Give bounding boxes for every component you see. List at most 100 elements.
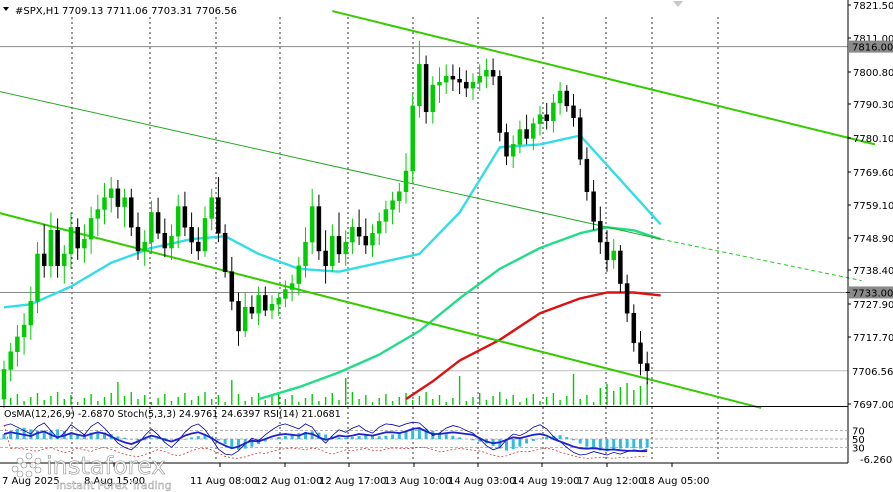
candle-bear	[115, 188, 121, 207]
price-tick-label: 7800.80	[853, 68, 893, 79]
candle-bear	[323, 250, 328, 267]
price-tick-label: 7780.10	[853, 134, 893, 145]
candle-bull	[256, 295, 261, 314]
candle-bull	[102, 197, 107, 210]
candle-bear	[638, 342, 643, 364]
candle-bear	[135, 227, 141, 252]
candle-bear	[464, 81, 469, 89]
candle-bull	[169, 235, 174, 249]
candle-bear	[604, 241, 610, 261]
candle-bull	[551, 102, 556, 121]
candle-bull	[289, 283, 295, 290]
candle-bear	[222, 232, 228, 272]
candle-bull	[149, 212, 154, 243]
instaforex-watermark: instaforex Instant Forex Trading	[11, 452, 172, 492]
candle-bull	[397, 191, 402, 201]
channel-line	[0, 91, 661, 240]
candle-bear	[577, 117, 583, 160]
candle-bear	[524, 129, 529, 139]
dropdown-arrow-icon[interactable]	[3, 7, 9, 11]
chart-grid	[71, 17, 719, 462]
candle-bull	[48, 230, 54, 267]
candle-bear	[544, 114, 549, 121]
candle-bull	[376, 221, 382, 234]
trend-channel-lines	[0, 10, 876, 409]
indicator-legend: OsMA(12,26,9) -2.6870 Stoch(5,3,3) 24.97…	[4, 409, 341, 420]
candle-bear	[162, 232, 168, 249]
candle-bear	[263, 295, 268, 311]
candle-bear	[598, 221, 603, 243]
price-tick-label: 7790.30	[853, 100, 893, 111]
price-tick-label: 7727.90	[853, 300, 893, 311]
candle-bear	[236, 301, 241, 332]
horizontal-levels	[0, 46, 848, 372]
candle-bull	[531, 123, 536, 139]
candle-bull	[122, 197, 127, 207]
candle-bull	[142, 241, 147, 252]
candle-bear	[216, 197, 221, 234]
candle-bull	[62, 253, 67, 267]
chart-shift-marker-icon[interactable]	[673, 1, 683, 7]
symbol-label: #SPX,H1	[15, 6, 60, 17]
price-tick-label: 7697.00	[853, 400, 893, 411]
candle-bear	[155, 212, 161, 234]
indicator-tick-label: 70	[852, 427, 865, 438]
candle-bear	[336, 235, 342, 255]
candle-bear	[196, 241, 201, 252]
current-price-label: 7706.56	[852, 367, 893, 378]
time-tick-label: 17 Aug 12:00	[577, 476, 644, 487]
indicator-pane	[0, 421, 848, 459]
price-tick-label: 7811.00	[853, 34, 893, 45]
channel-line	[332, 10, 876, 146]
candle-bear	[450, 75, 456, 80]
indicator-tick-label: 30	[852, 443, 865, 454]
candle-bear	[316, 206, 322, 252]
price-tick-label: 7748.90	[853, 234, 893, 245]
chart-header: #SPX,H1 7709.13 7711.06 7703.31 7706.56	[3, 6, 237, 17]
time-tick-label: 12 Aug 01:00	[255, 476, 322, 487]
candle-bear	[624, 283, 630, 314]
candle-bull	[410, 105, 415, 172]
candle-bull	[242, 307, 248, 332]
candle-bull	[443, 75, 449, 83]
candle-bull	[309, 206, 315, 243]
time-tick-label: 14 Aug 19:00	[512, 476, 579, 487]
candle-bull	[1, 369, 7, 400]
candle-bull	[276, 298, 281, 305]
candle-bear	[504, 132, 509, 157]
time-tick-label: 11 Aug 08:00	[190, 476, 257, 487]
time-tick-label: 14 Aug 03:00	[448, 476, 515, 487]
candle-bull	[417, 64, 422, 107]
candle-bull	[403, 170, 409, 192]
ohlc-label: 7709.13 7711.06 7703.31 7706.56	[62, 6, 237, 17]
time-tick-label: 18 Aug 05:00	[642, 476, 709, 487]
channel-line	[660, 238, 862, 282]
candle-bull	[202, 218, 208, 252]
level-high-label: 7816.00	[852, 43, 893, 54]
candle-bull	[296, 265, 302, 284]
pane-separators	[0, 0, 849, 464]
candle-bull	[303, 241, 308, 267]
candle-bear	[618, 250, 623, 284]
candle-bull	[283, 289, 288, 299]
time-tick-label: 8 Aug 15:00	[84, 476, 145, 487]
time-tick-label: 12 Aug 17:00	[319, 476, 386, 487]
candle-bull	[330, 235, 335, 267]
candle-bull	[510, 144, 516, 157]
level-mid-label: 7733.00	[852, 288, 893, 299]
candle-bear	[363, 235, 369, 246]
time-tick-label: 13 Aug 10:00	[384, 476, 451, 487]
candle-bull	[95, 209, 101, 219]
level-high-label-box	[849, 40, 893, 53]
candle-bull	[517, 129, 523, 145]
level-mid-label-box	[849, 286, 893, 299]
price-candles	[1, 40, 650, 408]
watermark-tagline: Instant Forex Trading	[56, 479, 172, 492]
candle-bear	[644, 363, 650, 372]
price-tick-label: 7759.10	[853, 201, 893, 212]
candle-bull	[470, 81, 476, 89]
candle-bull	[15, 336, 20, 352]
price-tick-label: 7738.40	[853, 266, 893, 277]
